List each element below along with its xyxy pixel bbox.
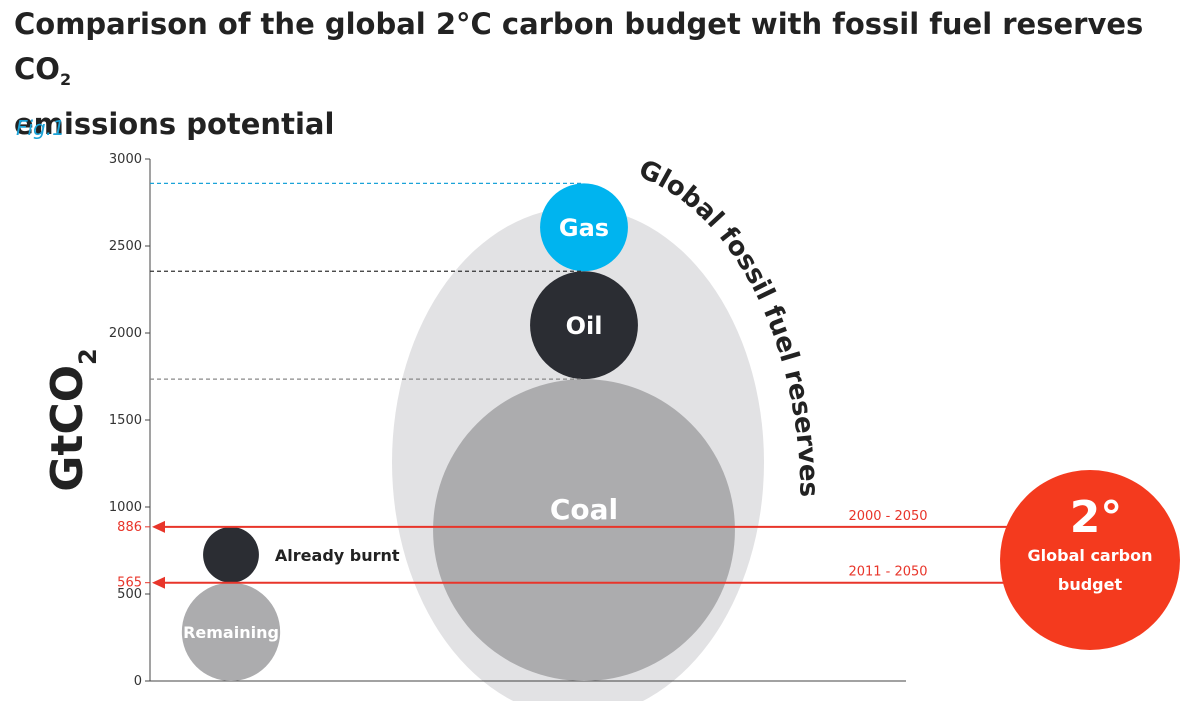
budget-arrow-head-2011-2050 [152, 576, 165, 589]
budget-arrow-head-2000-2050 [152, 520, 165, 533]
gas-circle [540, 183, 628, 272]
y-tick-label-1000: 1000 [109, 500, 142, 515]
chart-title-line2: emissions potential [14, 107, 335, 141]
budget-badge-degree: 2° [1070, 492, 1123, 543]
y-tick-label-0: 0 [134, 674, 142, 689]
oil-label: Oil [566, 312, 603, 340]
y-axis-title-subscript: 2 [74, 348, 102, 365]
budget-arrow-label-2000-2050: 2000 - 2050 [848, 509, 927, 524]
y-tick-label-886: 886 [117, 520, 142, 535]
figure-label: Fig.1 [16, 116, 65, 140]
coal-label: Coal [550, 493, 618, 526]
y-tick-label-2500: 2500 [109, 239, 142, 254]
budget-badge-circle [1000, 470, 1180, 650]
chart-title-subscript: 2 [59, 70, 72, 89]
remaining-circle [181, 582, 281, 681]
already-burnt-label: Already burnt [275, 546, 400, 565]
chart-title: Comparison of the global 2°C carbon budg… [14, 2, 1189, 147]
budget-arrow-label-2011-2050: 2011 - 2050 [848, 565, 927, 580]
y-tick-label-500: 500 [117, 587, 142, 602]
already-burnt-circle [203, 526, 259, 583]
y-axis-title: GtCO2 [42, 348, 102, 492]
budget-badge-line2: budget [1058, 575, 1123, 594]
oil-circle [530, 271, 638, 380]
coal-circle [433, 379, 735, 681]
y-tick-label-3000: 3000 [109, 152, 142, 167]
y-tick-label-565: 565 [117, 576, 142, 591]
y-tick-label-2000: 2000 [109, 326, 142, 341]
remaining-label: Remaining [183, 623, 279, 642]
chart-title-text: Comparison of the global 2°C carbon budg… [14, 7, 1144, 86]
budget-badge-line1: Global carbon [1028, 546, 1153, 565]
gas-label: Gas [559, 214, 609, 242]
y-tick-label-1500: 1500 [109, 413, 142, 428]
